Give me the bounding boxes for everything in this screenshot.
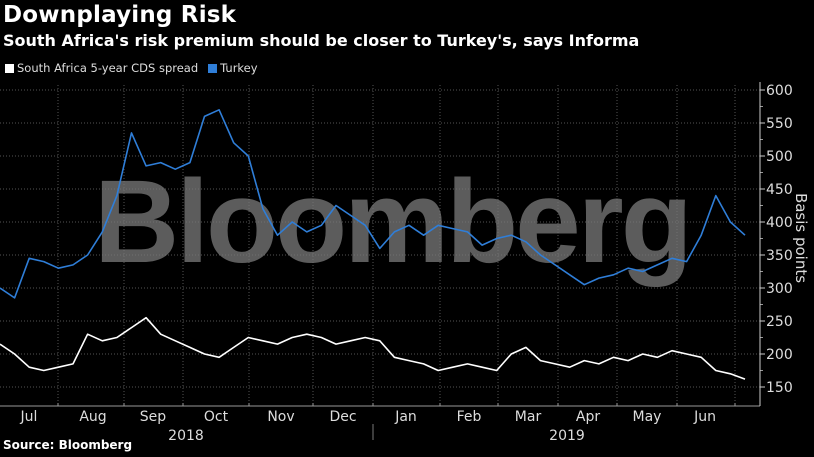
x-tick-label: May xyxy=(633,409,662,425)
year-label: 2019 xyxy=(549,428,585,444)
south-africa-line xyxy=(0,316,746,380)
legend-swatch-turkey xyxy=(208,63,218,73)
axes: 150 200 250 300 350 400 450 500 550 600 Jul Aug Sep O… xyxy=(0,82,793,444)
y-tick-label: 250 xyxy=(766,314,793,330)
legend-label-south-africa: South Africa 5-year CDS spread xyxy=(17,61,199,75)
y-axis-label: Basis points xyxy=(792,193,810,283)
year-label: 2018 xyxy=(168,428,204,444)
y-tick-label: 350 xyxy=(766,248,793,264)
chart-subtitle: South Africa's risk premium should be cl… xyxy=(3,31,640,50)
legend: South Africa 5-year CDS spread Turkey xyxy=(5,61,258,75)
x-tick-label: Sep xyxy=(140,409,167,425)
x-tick-label: Jan xyxy=(394,409,417,425)
y-tick-label: 550 xyxy=(766,116,793,132)
y-tick-label: 500 xyxy=(766,149,793,165)
legend-label-turkey: Turkey xyxy=(220,61,258,75)
y-tick-label: 600 xyxy=(766,83,793,99)
source-note: Source: Bloomberg xyxy=(3,438,133,452)
x-tick-label: Aug xyxy=(79,409,106,425)
x-tick-label: Nov xyxy=(267,409,294,425)
x-tick-label: Oct xyxy=(204,409,229,425)
x-tick-label: Jul xyxy=(20,409,38,425)
legend-item-turkey: Turkey xyxy=(208,61,258,75)
y-tick-label: 400 xyxy=(766,215,793,231)
y-tick-label: 150 xyxy=(766,380,793,396)
x-tick-label: Jun xyxy=(693,409,716,425)
x-tick-label: Dec xyxy=(329,409,356,425)
bloomberg-watermark: Bloomberg xyxy=(94,156,690,288)
x-tick-label: Mar xyxy=(515,409,542,425)
y-tick-label: 200 xyxy=(766,347,793,363)
turkey-line xyxy=(0,109,746,299)
x-tick-label: Apr xyxy=(576,409,600,425)
y-tick-label: 300 xyxy=(766,281,793,297)
y-tick-label: 450 xyxy=(766,182,793,198)
series-lines xyxy=(0,109,746,380)
chart-title: Downplaying Risk xyxy=(3,2,237,28)
legend-item-south-africa: South Africa 5-year CDS spread xyxy=(5,61,198,75)
legend-swatch-south-africa xyxy=(5,63,14,73)
x-tick-label: Feb xyxy=(457,409,482,425)
